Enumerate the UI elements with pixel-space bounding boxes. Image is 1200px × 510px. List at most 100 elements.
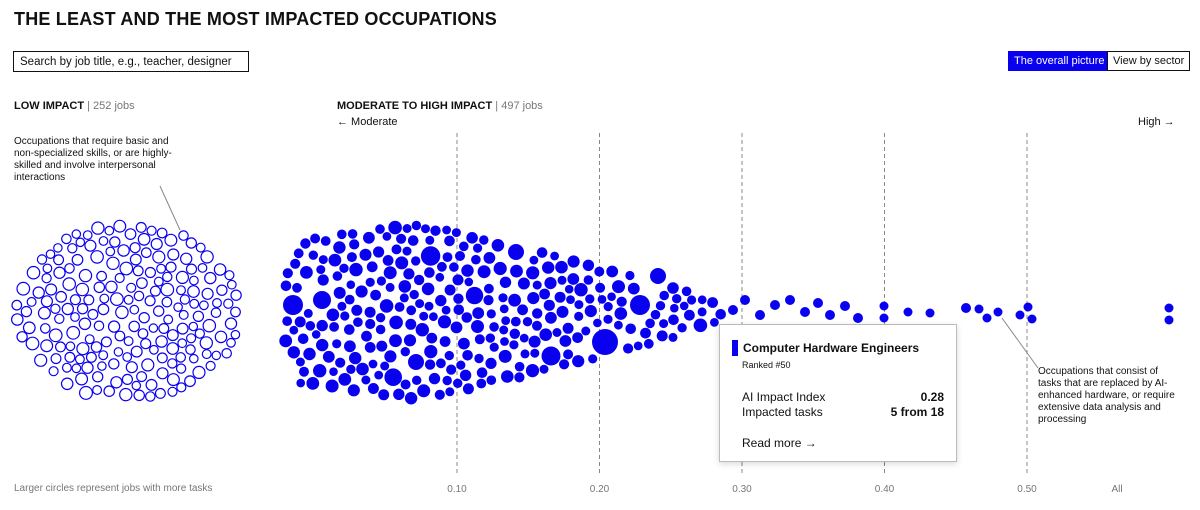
high-job-circle-40 (400, 347, 410, 357)
low-job-circle-97 (156, 352, 168, 364)
high-job-circle-268 (375, 224, 385, 234)
high-job-circle-183 (479, 235, 489, 245)
high-job-circle-198 (643, 338, 654, 349)
page-title: THE LEAST AND THE MOST IMPACTED OCCUPATI… (14, 9, 497, 29)
low-impact-header: LOW IMPACT | 252 jobs (14, 100, 135, 112)
low-job-circle-70 (226, 279, 237, 290)
high-job-circle-251 (501, 316, 511, 325)
high-job-circle-215 (361, 330, 372, 342)
high-job-circle-14 (437, 315, 452, 329)
high-job-circle-218 (442, 252, 453, 262)
high-job-circle-310 (925, 308, 935, 318)
high-job-circle-184 (338, 373, 352, 386)
high-impact-note: Occupations that consist of tasks that a… (1038, 366, 1175, 425)
low-job-circle-45 (213, 263, 227, 276)
high-job-circle-123 (429, 312, 438, 322)
high-job-circle-295 (508, 244, 524, 260)
low-job-circle-122 (126, 282, 137, 293)
high-job-circle-176 (483, 252, 496, 264)
high-job-circle-47 (356, 362, 369, 376)
high-job-circle-234 (280, 280, 292, 292)
high-job-circle-265 (353, 317, 363, 328)
high-job-circle-271 (337, 301, 347, 311)
high-job-circle-282 (552, 328, 562, 337)
low-job-circle-178 (197, 263, 208, 273)
low-job-circle-19 (133, 389, 145, 402)
low-job-circle-171 (40, 295, 54, 308)
low-job-circle-140 (154, 387, 166, 399)
high-job-circle-71 (287, 346, 300, 359)
high-job-circle-121 (399, 293, 409, 303)
low-job-circle-69 (114, 272, 125, 284)
high-job-circle-231 (361, 375, 371, 385)
low-job-circle-95 (109, 292, 124, 307)
low-job-circle-196 (179, 294, 191, 305)
high-job-circle-216 (509, 340, 519, 350)
high-job-circle-74 (379, 299, 394, 313)
high-job-circle-126 (282, 316, 293, 326)
high-job-circle-136 (489, 342, 499, 352)
x-tick-label-4: 0.50 (1017, 484, 1037, 495)
high-job-circle-18 (289, 325, 299, 335)
high-job-circle-272 (445, 387, 455, 397)
high-job-circle-124 (300, 266, 313, 279)
high-job-circle-298 (740, 295, 750, 305)
high-job-circle-106 (542, 261, 555, 274)
high-job-circle-300 (770, 300, 780, 310)
tooltip-index-label: AI Impact Index (742, 390, 826, 404)
callout-lines (159, 185, 1039, 369)
low-job-circle-152 (140, 247, 152, 259)
high-job-circle-197 (527, 292, 540, 305)
high-job-circle-155 (461, 264, 474, 277)
high-job-circle-292 (592, 329, 618, 355)
low-job-circle-23 (186, 333, 197, 344)
low-job-circle-126 (156, 367, 169, 380)
low-job-circle-17 (108, 358, 120, 370)
low-job-circle-84 (53, 266, 66, 279)
high-job-circle-244 (441, 305, 451, 315)
low-job-circle-34 (130, 345, 143, 358)
x-tick-label-all: All (1111, 484, 1122, 495)
low-job-circle-117 (136, 371, 148, 383)
overall-view-button[interactable]: The overall picture (1008, 51, 1111, 71)
high-impact-header: MODERATE TO HIGH IMPACT | 497 jobs (337, 100, 543, 112)
high-job-circle-36 (349, 262, 363, 277)
low-job-circle-127 (138, 312, 150, 324)
low-job-circle-144 (119, 261, 134, 276)
high-job-circle-120 (564, 284, 574, 294)
high-job-circle-115 (452, 274, 464, 286)
high-job-circle-293 (630, 295, 650, 315)
high-job-circle-39 (499, 276, 512, 288)
low-job-circle-116 (114, 330, 126, 342)
low-job-circle-185 (123, 294, 134, 305)
high-job-circle-223 (659, 319, 669, 329)
high-job-circle-88 (650, 309, 661, 320)
low-job-circle-81 (106, 256, 120, 270)
low-job-circle-13 (176, 322, 189, 335)
low-job-circle-5 (98, 236, 109, 246)
high-job-circle-243 (329, 367, 338, 377)
search-input[interactable] (13, 51, 249, 72)
low-job-circle-161 (99, 293, 110, 304)
low-job-circle-198 (71, 363, 82, 374)
high-job-circle-134 (419, 311, 429, 321)
sector-view-button[interactable]: View by sector (1107, 51, 1191, 71)
high-job-circle-250 (543, 299, 555, 311)
low-job-circle-51 (65, 341, 76, 352)
low-job-circle-183 (178, 230, 189, 241)
high-job-circle-0 (406, 305, 417, 316)
high-job-circle-6 (595, 282, 606, 293)
high-job-circle-266 (424, 301, 434, 311)
high-job-circle-8 (378, 389, 390, 401)
low-job-circle-156 (201, 349, 212, 360)
high-job-circle-61 (320, 236, 331, 246)
high-job-circle-209 (625, 270, 635, 281)
high-job-circle-245 (374, 370, 384, 380)
high-job-circle-139 (450, 321, 463, 334)
read-more-link[interactable]: Read more → (742, 436, 817, 450)
high-job-circle-43 (415, 299, 425, 309)
low-job-circle-163 (64, 263, 75, 274)
high-job-circle-53 (384, 350, 397, 363)
high-job-circle-50 (376, 340, 388, 352)
high-job-circle-69 (556, 305, 569, 318)
